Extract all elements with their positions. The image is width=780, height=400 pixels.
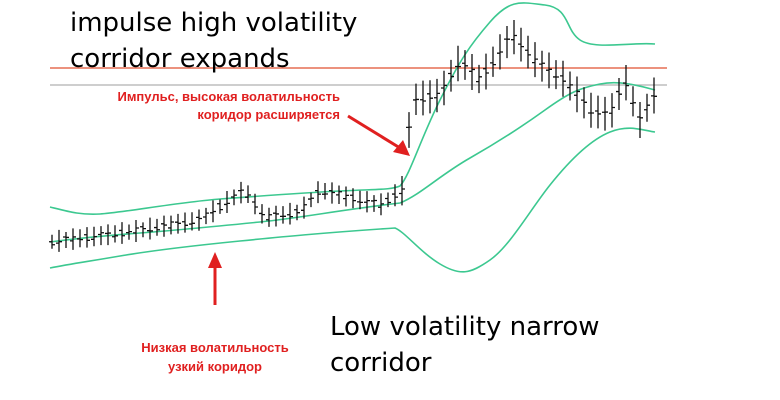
upper-band: [49, 2, 656, 215]
annotation-text: узкий коридор: [168, 359, 262, 374]
arrow-head: [393, 140, 410, 156]
arrow: [347, 114, 401, 150]
annotation-text: Импульс, высокая волатильность: [117, 89, 340, 104]
middle-band: [49, 81, 656, 243]
price-bars: [49, 20, 657, 252]
lower-band: [49, 127, 656, 273]
annotation-text: коридор расширяется: [197, 107, 340, 122]
annotation-text: corridor expands: [70, 44, 290, 74]
annotation-text: Низкая волатильность: [141, 340, 289, 355]
arrow-head: [208, 252, 222, 268]
annotation-text: Low volatility narrow: [330, 312, 600, 342]
ohlc-bars: [49, 20, 657, 252]
annotation-text: impulse high volatility: [70, 8, 357, 38]
annotation-text: corridor: [330, 348, 432, 378]
